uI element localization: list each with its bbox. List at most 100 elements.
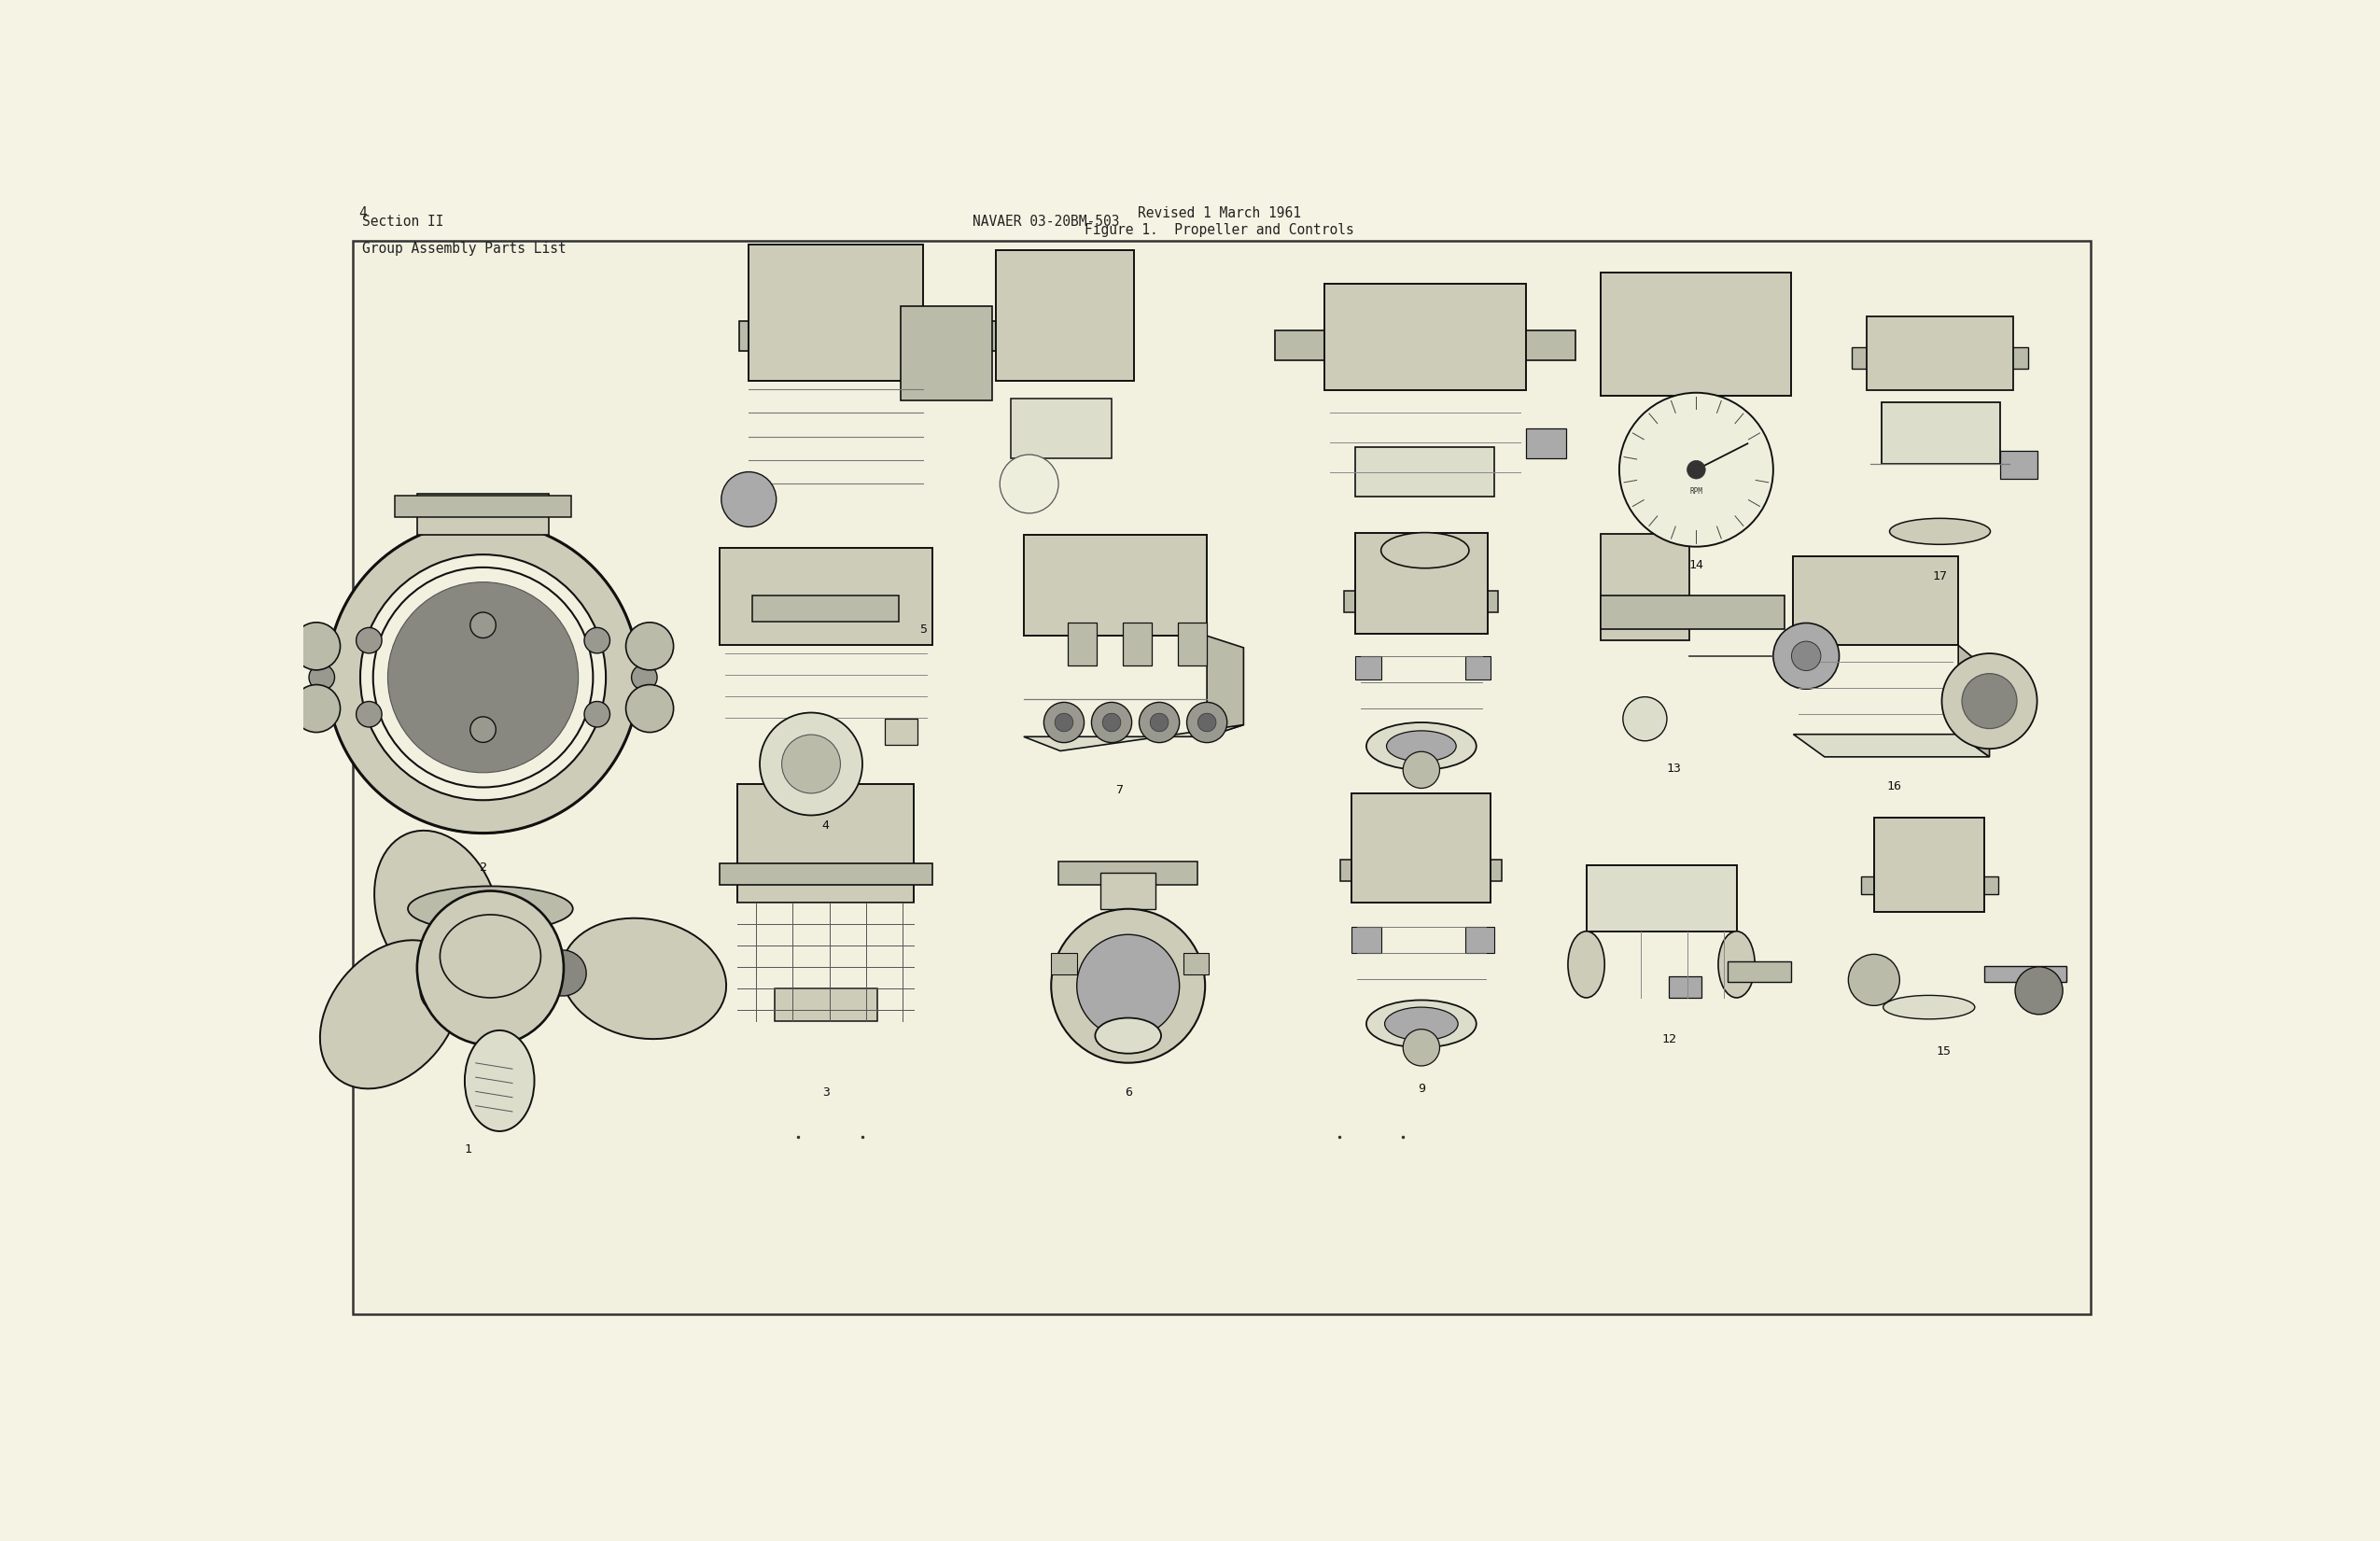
Circle shape	[1000, 455, 1059, 513]
Text: 5: 5	[919, 624, 926, 636]
Circle shape	[626, 684, 674, 732]
Bar	[1340, 860, 1502, 881]
Bar	[1012, 399, 1111, 458]
Bar	[719, 863, 933, 885]
Circle shape	[781, 735, 840, 794]
Circle shape	[1045, 703, 1085, 743]
Circle shape	[357, 627, 381, 653]
Circle shape	[1792, 641, 1821, 670]
Bar	[1861, 877, 1999, 894]
Ellipse shape	[1568, 931, 1604, 997]
Text: 12: 12	[1661, 1034, 1676, 1045]
Text: 13: 13	[1666, 763, 1683, 775]
Ellipse shape	[1385, 1008, 1459, 1040]
Ellipse shape	[464, 1031, 536, 1131]
Bar	[1602, 595, 1785, 629]
Bar	[1123, 623, 1152, 666]
Circle shape	[1942, 653, 2037, 749]
Ellipse shape	[407, 886, 574, 931]
Circle shape	[626, 623, 674, 670]
Bar	[1023, 535, 1207, 636]
Text: 10: 10	[1414, 807, 1428, 820]
Circle shape	[1849, 954, 1899, 1006]
Circle shape	[1197, 713, 1216, 732]
Text: 4: 4	[359, 206, 367, 220]
Text: Section II: Section II	[362, 214, 443, 228]
Bar	[740, 322, 1107, 351]
Bar	[1866, 316, 2013, 390]
Circle shape	[1150, 713, 1169, 732]
Circle shape	[388, 582, 578, 772]
Polygon shape	[1023, 724, 1245, 750]
Bar	[774, 988, 878, 1022]
Bar	[1728, 962, 1792, 982]
Circle shape	[1054, 713, 1073, 732]
Bar	[997, 250, 1133, 381]
Bar	[1052, 952, 1076, 974]
Bar	[1345, 590, 1499, 612]
Circle shape	[631, 664, 657, 690]
Circle shape	[1623, 697, 1666, 741]
Text: 6: 6	[1123, 1086, 1133, 1099]
Ellipse shape	[419, 966, 466, 1014]
Text: NAVAER 03-20BM-503: NAVAER 03-20BM-503	[973, 214, 1119, 228]
Ellipse shape	[416, 891, 564, 1045]
Bar	[1354, 533, 1488, 633]
Text: 9: 9	[1418, 1083, 1426, 1096]
Circle shape	[583, 701, 609, 727]
Ellipse shape	[1883, 995, 1975, 1019]
Circle shape	[1961, 673, 2016, 729]
Bar	[1526, 428, 1566, 458]
Circle shape	[2016, 966, 2063, 1014]
Circle shape	[293, 684, 340, 732]
Text: 2: 2	[478, 861, 488, 874]
Bar	[1873, 817, 1985, 912]
Bar	[1602, 273, 1792, 396]
Circle shape	[1076, 934, 1180, 1037]
Ellipse shape	[538, 951, 585, 995]
Text: 14: 14	[1690, 559, 1704, 570]
Bar	[1069, 623, 1097, 666]
Bar	[885, 718, 916, 744]
Bar	[1795, 556, 1959, 646]
Ellipse shape	[1718, 931, 1754, 997]
Polygon shape	[1795, 735, 1990, 757]
Bar	[902, 307, 992, 401]
Ellipse shape	[443, 917, 488, 965]
Bar	[1466, 656, 1490, 680]
Text: Revised 1 March 1961: Revised 1 March 1961	[1138, 206, 1302, 220]
Ellipse shape	[374, 831, 500, 992]
Text: 7: 7	[1116, 784, 1123, 797]
Bar	[1323, 284, 1526, 390]
Circle shape	[309, 664, 336, 690]
Text: 17: 17	[1933, 570, 1947, 582]
Text: 15: 15	[1937, 1045, 1952, 1057]
Text: Group Assembly Parts List: Group Assembly Parts List	[362, 242, 566, 256]
Bar	[1352, 926, 1380, 952]
Circle shape	[1052, 909, 1204, 1063]
Bar	[1668, 977, 1702, 997]
Circle shape	[1092, 703, 1133, 743]
Bar	[2002, 450, 2037, 479]
Bar	[1585, 865, 1737, 931]
Ellipse shape	[1366, 723, 1476, 770]
Text: 3: 3	[821, 1086, 831, 1099]
Bar	[1602, 533, 1690, 641]
Circle shape	[1188, 703, 1228, 743]
Text: 4: 4	[821, 820, 831, 832]
Bar	[1061, 331, 1092, 345]
Circle shape	[583, 627, 609, 653]
Circle shape	[471, 717, 495, 743]
Ellipse shape	[562, 918, 726, 1039]
Bar	[1354, 447, 1495, 498]
Circle shape	[1404, 752, 1440, 789]
Circle shape	[471, 612, 495, 638]
Bar	[1276, 331, 1576, 361]
Circle shape	[357, 701, 381, 727]
Circle shape	[1102, 713, 1121, 732]
Ellipse shape	[1388, 730, 1457, 761]
Bar	[1100, 874, 1157, 909]
Bar	[1880, 402, 2002, 464]
Bar	[416, 493, 550, 535]
Ellipse shape	[1095, 1019, 1161, 1054]
